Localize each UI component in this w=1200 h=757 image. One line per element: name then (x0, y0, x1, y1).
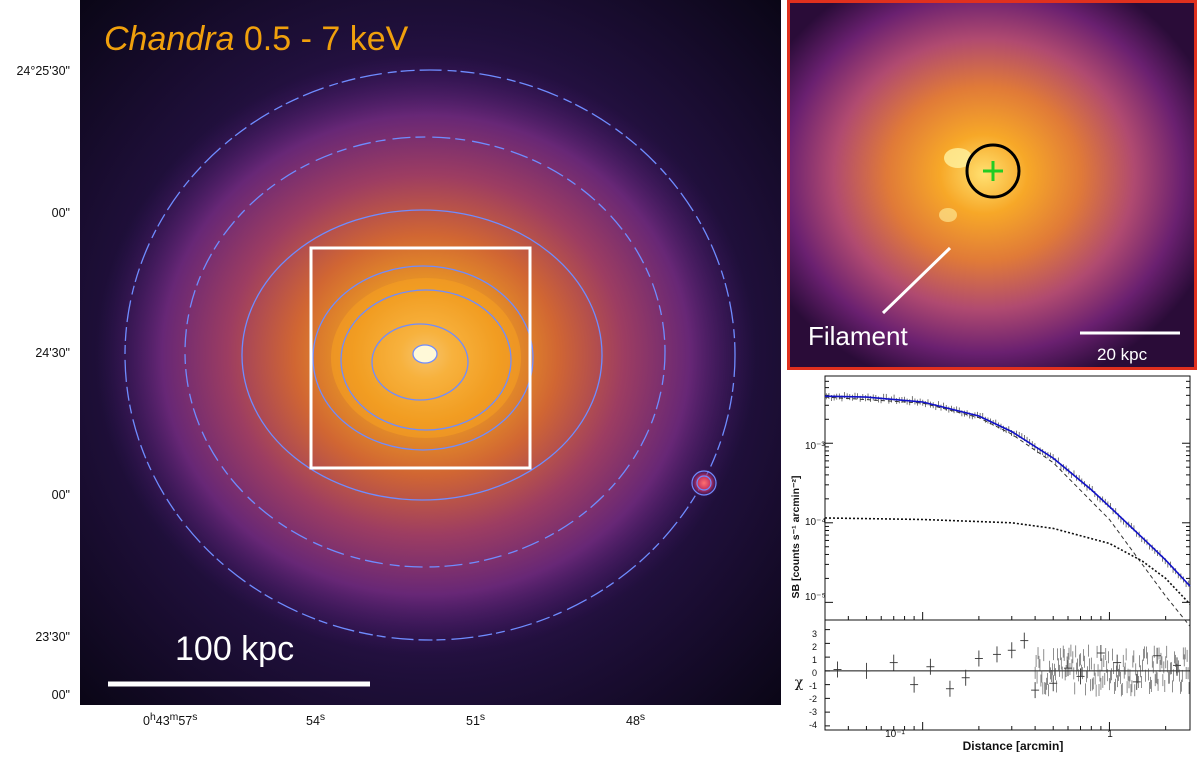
inset-scale-label: 20 kpc (1097, 345, 1148, 364)
y-tick-label: 10⁻³ (805, 441, 825, 452)
profile-y-axis-label: SB [counts s⁻¹ arcmin⁻²] (790, 475, 802, 598)
dec-tick-label: 00" (52, 488, 70, 502)
dec-tick-label: 00" (52, 206, 70, 220)
ra-tick-label: 48s (626, 712, 645, 728)
ra-tick-s: s (480, 712, 485, 723)
resid-tick-label: 3 (812, 629, 817, 639)
dec-tick-label: 23'30" (35, 630, 70, 644)
ra-tick-s: s (192, 712, 197, 723)
contour-level-7 (413, 345, 437, 363)
title-instrument: Chandra (104, 20, 234, 58)
residual-axis-label: χ (795, 675, 804, 691)
ra-tick-label: 54s (306, 712, 325, 728)
resid-tick-label: 1 (812, 655, 817, 665)
sb-profile-plot: SB [counts s⁻¹ arcmin⁻²] χ Distance [arc… (785, 372, 1197, 757)
resid-tick-label: 0 (812, 668, 817, 678)
resid-tick-label: 2 (812, 642, 817, 652)
image-title: Chandra 0.5 - 7 keV (104, 20, 408, 59)
ra-tick-seconds: 48 (626, 714, 640, 728)
chandra-image-panel: Chandra 0.5 - 7 keV 100 kpc (80, 0, 781, 705)
dec-tick-label: 24'30" (35, 346, 70, 360)
inset-emission (790, 3, 1194, 367)
profile-x-axis-label: Distance [arcmin] (963, 739, 1064, 752)
ra-tick-seconds: 51 (466, 714, 480, 728)
resid-tick-label: -2 (809, 694, 817, 704)
x-tick-label: 1 (1107, 729, 1113, 740)
zoom-inset-panel: Filament 20 kpc (787, 0, 1197, 370)
sb-profile-svg: SB [counts s⁻¹ arcmin⁻²] χ Distance [arc… (785, 372, 1197, 752)
dec-tick-label: 24°25'30" (16, 64, 70, 78)
ra-tick-seconds: 57 (178, 714, 192, 728)
scale-bar-label: 100 kpc (175, 630, 294, 669)
ra-tick-minutes: 43 (156, 714, 170, 728)
resid-tick-label: -4 (809, 720, 817, 730)
ra-tick-hours: 0 (143, 714, 150, 728)
resid-tick-label: -3 (809, 707, 817, 717)
ra-tick-label: 51s (466, 712, 485, 728)
point-source (690, 469, 718, 497)
core-component-line (825, 397, 1190, 626)
ra-tick-seconds: 54 (306, 714, 320, 728)
ra-tick-s: s (320, 712, 325, 723)
resid-tick-label: -1 (809, 681, 817, 691)
x-tick-label: 10⁻¹ (885, 729, 905, 740)
zoom-inset-svg: Filament 20 kpc (790, 3, 1194, 367)
chandra-image-svg (80, 0, 781, 705)
ra-tick-label: 0h43m57s (143, 712, 197, 728)
title-band: 0.5 - 7 keV (234, 20, 408, 58)
filament-label: Filament (808, 321, 908, 351)
profile-frame (825, 376, 1190, 620)
residual-frame (825, 620, 1190, 730)
dec-tick-label: 00" (52, 688, 70, 702)
ra-tick-s: s (640, 712, 645, 723)
y-tick-label: 10⁻⁴ (805, 517, 826, 528)
y-tick-label: 10⁻⁵ (805, 592, 826, 603)
inset-filament-knot (939, 208, 957, 222)
